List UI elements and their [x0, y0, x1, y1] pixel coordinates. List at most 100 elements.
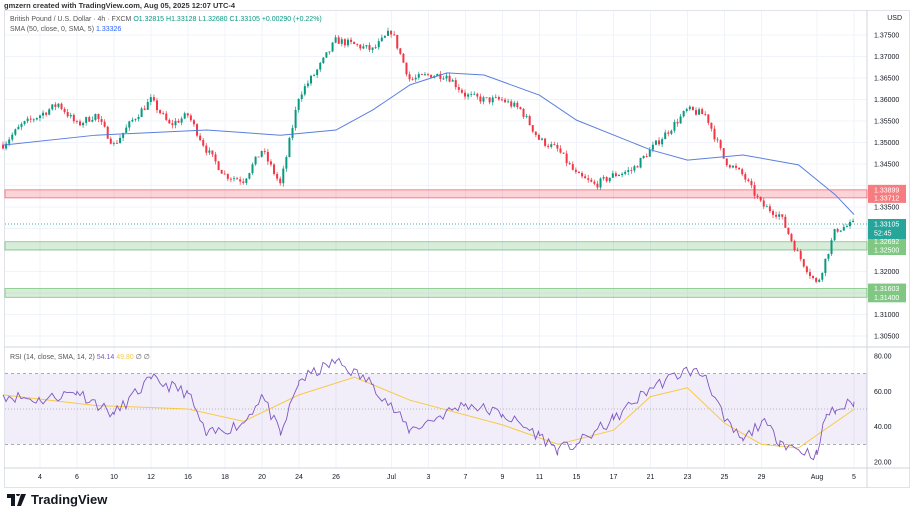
- time-tick-label: 9: [501, 474, 505, 481]
- candle-up: [325, 52, 328, 58]
- candle-up: [374, 47, 377, 49]
- candle-up: [608, 177, 611, 182]
- candle-down: [658, 140, 661, 145]
- candle-down: [199, 135, 202, 141]
- sma-label[interactable]: SMA (50, close, 0, SMA, 5): [10, 26, 95, 33]
- candle-up: [131, 119, 134, 122]
- zone-price-label-bg: [868, 236, 906, 247]
- candle-up: [328, 51, 331, 53]
- candle-down: [411, 79, 414, 81]
- candle-down: [534, 131, 537, 135]
- candle-down: [707, 114, 710, 123]
- time-tick-label: 21: [647, 474, 655, 481]
- support-zone: [4, 288, 868, 298]
- candle-up: [288, 137, 291, 158]
- candle-down: [217, 161, 220, 170]
- candle-down: [531, 125, 534, 132]
- candle-up: [624, 171, 627, 174]
- symbol-name[interactable]: British Pound / U.S. Dollar · 4h · FXCM: [10, 16, 132, 23]
- candle-down: [66, 112, 69, 117]
- candle-up: [35, 118, 38, 120]
- candle-up: [94, 114, 97, 120]
- candle-up: [17, 126, 20, 130]
- candle-up: [291, 127, 294, 138]
- zone-price-label-bg: [868, 292, 906, 303]
- candle-down: [2, 144, 4, 149]
- high-value: H1.33128: [166, 16, 197, 23]
- candle-down: [510, 101, 513, 107]
- candle-down: [528, 116, 531, 126]
- candle-up: [48, 109, 51, 115]
- candle-up: [417, 74, 420, 78]
- candle-down: [337, 37, 340, 44]
- candle-down: [735, 165, 738, 168]
- candle-down: [571, 164, 574, 170]
- candle-up: [618, 175, 620, 177]
- zone-price-label-bg: [868, 283, 906, 294]
- candle-down: [497, 97, 500, 100]
- rsi-tick-label: 80.00: [874, 354, 892, 361]
- candle-up: [51, 104, 54, 110]
- zone-price-label-bg: [868, 192, 906, 203]
- candle-up: [313, 75, 316, 76]
- candle-down: [750, 181, 753, 186]
- rsi-tick-label: 20.00: [874, 460, 892, 467]
- candle-down: [553, 144, 556, 146]
- rsi-label[interactable]: RSI (14, close, SMA, 14, 2): [10, 354, 95, 361]
- candle-down: [485, 97, 488, 99]
- candle-up: [112, 143, 115, 144]
- candle-up: [310, 75, 312, 84]
- candle-up: [125, 127, 128, 133]
- candle-down: [701, 109, 704, 115]
- price-tick-label: 1.37000: [874, 54, 899, 61]
- candle-down: [537, 134, 540, 140]
- candle-down: [516, 102, 519, 108]
- time-tick-label: Aug: [811, 474, 824, 481]
- time-tick-label: 7: [464, 474, 468, 481]
- candle-down: [242, 181, 245, 183]
- candle-down: [768, 206, 771, 212]
- candle-down: [205, 145, 208, 153]
- candle-up: [32, 119, 35, 121]
- symbol-legend: British Pound / U.S. Dollar · 4h · FXCM …: [10, 15, 322, 35]
- candle-down: [596, 183, 599, 188]
- candle-up: [128, 121, 131, 128]
- candle-down: [704, 114, 707, 115]
- candle-up: [251, 164, 254, 174]
- candle-up: [651, 144, 654, 150]
- candle-up: [682, 110, 685, 117]
- candle-down: [100, 119, 103, 122]
- candle-down: [722, 148, 725, 159]
- candle-up: [602, 177, 605, 179]
- candle-up: [833, 229, 836, 241]
- candle-down: [565, 153, 568, 164]
- zone-price-label-bg: [868, 184, 906, 195]
- candle-down: [396, 34, 399, 49]
- candle-up: [319, 62, 322, 70]
- candle-down: [152, 97, 155, 101]
- zone-price-label: 1.32500: [874, 248, 899, 255]
- change-value: +0.00290 (+0.22%): [261, 16, 322, 23]
- candle-down: [547, 145, 550, 147]
- candle-down: [645, 156, 648, 157]
- candle-down: [109, 138, 112, 144]
- candle-up: [414, 77, 417, 80]
- candle-up: [670, 130, 673, 134]
- candle-up: [134, 119, 137, 120]
- candle-down: [220, 169, 223, 174]
- candle-down: [266, 151, 269, 162]
- candle-down: [775, 214, 778, 217]
- candle-down: [772, 211, 774, 215]
- time-tick-label: 10: [110, 474, 118, 481]
- current-price-tag: [868, 218, 906, 239]
- candle-up: [473, 93, 476, 95]
- currency-label[interactable]: USD: [887, 15, 902, 22]
- candle-up: [525, 116, 528, 117]
- candle-down: [156, 100, 158, 111]
- candle-down: [808, 272, 811, 276]
- candle-down: [454, 80, 457, 88]
- price-tick-label: 1.33500: [874, 205, 899, 212]
- candle-down: [405, 62, 408, 75]
- rsi-extra: ∅ ∅: [135, 354, 150, 361]
